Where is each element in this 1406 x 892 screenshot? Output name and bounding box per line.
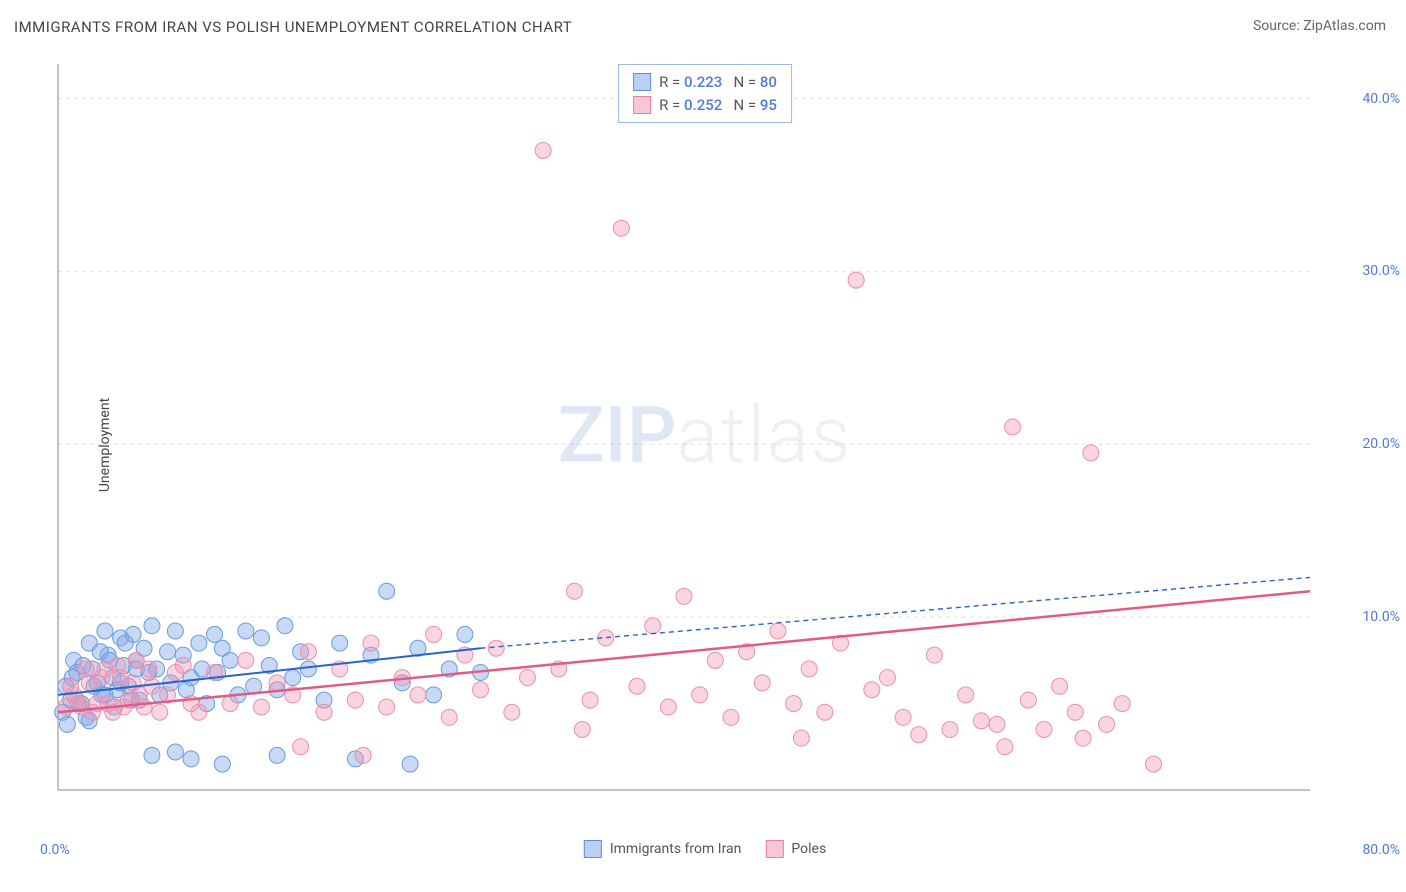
x-tick-min: 0.0% [40,842,70,858]
scatter-plot-svg [50,60,1360,830]
legend-series-label: Poles [791,841,826,857]
legend-swatch [633,96,651,114]
source-attribution: Source: ZipAtlas.com [1253,18,1386,34]
chart-area: Unemployment ZIPatlas R = 0.223 N = 80R … [50,60,1360,830]
x-tick-max: 80.0% [1362,842,1400,858]
legend-series-item: Poles [765,840,826,858]
legend-swatch [584,840,602,858]
legend-series-label: Immigrants from Iran [610,841,742,857]
legend-stats-row: R = 0.223 N = 80 [633,71,777,94]
y-tick-label: 10.0% [1362,609,1400,625]
y-tick-label: 40.0% [1362,91,1400,107]
legend-stats-box: R = 0.223 N = 80R = 0.252 N = 95 [618,64,792,123]
legend-series-item: Immigrants from Iran [584,840,742,858]
legend-stats-row: R = 0.252 N = 95 [633,94,777,117]
chart-title: IMMIGRANTS FROM IRAN VS POLISH UNEMPLOYM… [14,18,572,36]
legend-stats-text: R = 0.252 N = 95 [659,94,777,117]
y-tick-label: 30.0% [1362,263,1400,279]
y-axis-label: Unemployment [97,398,113,492]
y-tick-label: 20.0% [1362,436,1400,452]
legend-swatch [633,73,651,91]
legend-stats-text: R = 0.223 N = 80 [659,71,777,94]
legend-swatch [765,840,783,858]
legend-series: Immigrants from Iran Poles [584,840,826,858]
